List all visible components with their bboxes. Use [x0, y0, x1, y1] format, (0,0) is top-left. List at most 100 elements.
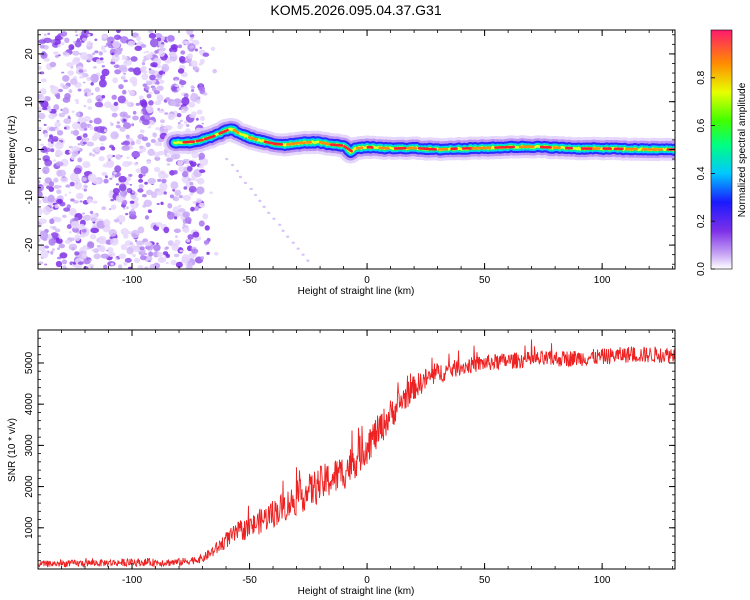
spectrogram-noise-blob	[43, 123, 47, 126]
spectrogram-noise-blob	[57, 247, 60, 250]
spectrogram-noise-blob	[53, 138, 59, 142]
spectrogram-noise-blob	[123, 140, 130, 146]
spectrogram-noise-blob	[114, 165, 122, 173]
spectrogram-noise-blob	[154, 100, 162, 106]
spectrogram-noise-blob	[132, 115, 139, 121]
spectrogram-noise-blob	[55, 161, 64, 167]
spectrogram-noise-blob	[206, 251, 210, 255]
spectrogram-noise-blob	[58, 137, 64, 141]
spectrogram-noise-blob	[42, 205, 51, 215]
spectrogram-noise-blob	[94, 101, 104, 108]
spectrogram-noise-blob	[119, 189, 128, 197]
spectrogram-noise-blob	[119, 66, 128, 73]
spectrogram-noise-blob	[44, 159, 53, 167]
spectrogram-noise-blob	[184, 216, 192, 224]
spectrogram-noise-blob	[186, 245, 193, 252]
spectrogram-noise-blob	[121, 56, 128, 61]
spectrogram-noise-blob	[38, 126, 43, 131]
colorbar-tick-label: 0.6	[696, 118, 707, 132]
spectrogram-noise-blob	[112, 77, 119, 84]
spectrogram-noise-blob	[38, 223, 43, 228]
spectrogram-noise-blob	[121, 145, 131, 151]
spectrogram-noise-blob	[160, 124, 164, 127]
spectrogram-noise-blob	[83, 105, 87, 108]
spectrogram-noise-blob	[101, 171, 108, 176]
spectrogram-noise-blob	[139, 145, 144, 150]
spectrogram-noise-blob	[150, 191, 158, 199]
spectrogram-noise-blob	[144, 252, 148, 256]
spectrogram-noise-blob	[50, 251, 54, 255]
spectrogram-noise-blob	[79, 52, 82, 55]
spectrogram-noise-blob	[66, 62, 74, 68]
spectrogram-noise-blob	[157, 107, 161, 111]
spectrogram-noise-blob	[181, 40, 188, 45]
spectrogram-noise-blob	[62, 107, 70, 115]
spectrogram-noise-blob	[174, 216, 178, 220]
spectrogram-noise-blob	[79, 200, 83, 203]
spectrogram-noise-blob	[173, 170, 178, 175]
spectrogram-noise-blob	[38, 191, 43, 198]
spectrogram-noise-blob	[156, 37, 162, 42]
spectrogram-noise-blob	[181, 171, 189, 178]
spectrogram-noise-blob	[108, 229, 117, 237]
colorbar-label: Normalized spectral amplitude	[737, 82, 748, 217]
spectrogram-noise-blob	[94, 146, 101, 153]
spectrogram-noise-blob	[81, 176, 87, 182]
spectrogram-noise-blob	[178, 208, 186, 213]
spectrogram-noise-blob	[59, 36, 63, 40]
spectrogram-noise-blob	[109, 190, 113, 194]
spectrogram-noise-blob	[53, 216, 62, 223]
spectrogram-noise-blob	[156, 64, 161, 69]
spectrogram-noise-blob	[83, 116, 91, 122]
spectrogram-noise-blob	[108, 208, 112, 211]
spectrogram-noise-blob	[131, 150, 141, 159]
spectrogram-noise-blob	[75, 112, 81, 118]
spectrogram-noise-blob	[38, 237, 41, 243]
spectrogram-noise-blob	[192, 200, 197, 205]
snr-axes: -100 -50 0 50 100 1000 2000 3000 4000 5000	[24, 329, 675, 586]
spectrogram-noise-blob	[138, 95, 144, 101]
spectrogram-noise-blob	[90, 73, 99, 83]
spectrogram-noise-blob	[156, 203, 160, 206]
spectrogram-noise-blob	[82, 245, 88, 249]
spectrogram-noise-blob	[189, 160, 194, 165]
spectrogram-noise-blob	[212, 68, 217, 74]
spectrogram-noise-blob	[64, 93, 71, 100]
spectrogram-noise-blob	[139, 115, 145, 121]
spectrogram-noise-blob	[60, 177, 69, 183]
spectrogram-noise-blob	[139, 255, 147, 261]
colorbar-gradient	[710, 29, 733, 270]
spectrogram-noise-blob	[93, 65, 97, 69]
spectrogram-noise-blob	[198, 62, 203, 66]
spectrogram-noise-blob	[177, 68, 185, 74]
spectrogram-noise-blob	[199, 83, 203, 87]
spectrogram-noise-blob	[139, 129, 145, 134]
spectrogram-noise-blob	[94, 86, 100, 93]
spectrogram-noise-blob	[117, 95, 126, 104]
spectrogram-noise-blob	[175, 235, 178, 239]
spectrogram-noise-blob	[119, 126, 126, 132]
spectrogram-noise-blob	[126, 206, 129, 210]
spectrogram-noise-blob	[145, 53, 153, 59]
spectrogram-noise-blob	[194, 205, 200, 211]
spectrogram-noise-blob	[155, 221, 163, 227]
spectrogram-noise-blob	[116, 30, 121, 34]
spectrogram-noise-blob	[111, 94, 117, 100]
spectrogram-noise-blob	[104, 45, 108, 48]
spectrogram-noise-blob	[118, 264, 123, 269]
spectrogram-noise-blob	[81, 228, 87, 233]
spectrogram-noise-blob	[185, 123, 190, 127]
spectrogram-noise-blob	[149, 91, 153, 95]
spectrogram-noise-blob	[131, 190, 135, 194]
spectrogram-streak-blob	[306, 259, 310, 262]
spectrogram-noise-blob	[57, 141, 62, 146]
spectrogram-noise-blob	[131, 254, 137, 258]
spectrogram-noise-blob	[50, 148, 55, 153]
spectrogram-noise-blob	[55, 127, 60, 132]
spectrogram-noise-blob	[162, 73, 165, 76]
spectrogram-noise-blob	[123, 60, 132, 66]
spectrogram-noise-blob	[61, 259, 68, 265]
spectrogram-noise-blob	[50, 232, 59, 238]
spectrogram-noise-blob	[74, 251, 80, 256]
